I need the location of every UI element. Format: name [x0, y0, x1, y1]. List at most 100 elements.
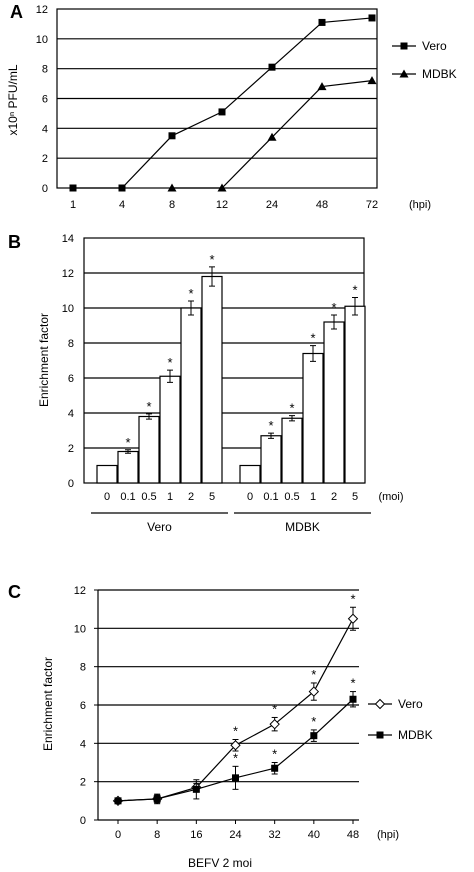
x-tick-label-b: 0: [247, 491, 253, 503]
significance-marker-b: *: [289, 401, 294, 416]
x-tick-label-b: 1: [310, 491, 316, 503]
x-tick-label-c: 40: [308, 829, 320, 841]
data-point-mdbk: [317, 82, 327, 91]
significance-marker-b: *: [125, 435, 130, 450]
bar-vero: [180, 307, 202, 484]
x-axis-label-c: BEFV 2 moi: [188, 856, 252, 870]
x-tick-label-c: 48: [347, 829, 359, 841]
y-tick-label-c: 0: [80, 815, 86, 827]
x-tick-label-b: 5: [209, 491, 215, 503]
y-tick-label-b: 12: [62, 268, 74, 280]
significance-marker-b: *: [352, 283, 357, 298]
data-point-vero: [308, 686, 320, 697]
bar-vero: [96, 464, 118, 484]
series-line-vero: [73, 17, 373, 189]
legend-label-c: Vero: [398, 697, 423, 711]
significance-marker-b: *: [331, 300, 336, 315]
y-tick-label-c: 4: [80, 738, 86, 750]
x-tick-label-c: 16: [190, 829, 202, 841]
y-tick-label-a: 4: [42, 123, 48, 135]
y-tick-label-b: 8: [68, 338, 74, 350]
y-tick-label-b: 14: [62, 233, 74, 245]
x-tick-label-b: 0.1: [263, 491, 278, 503]
data-point-vero: [118, 184, 126, 192]
data-point-mdbk: [217, 183, 227, 192]
y-tick-label-c: 12: [74, 585, 86, 597]
x-tick-label-c: 8: [154, 829, 160, 841]
x-tick-label-a: 48: [316, 199, 328, 211]
legend-label-c: MDBK: [398, 728, 433, 742]
x-tick-label-c: 24: [229, 829, 241, 841]
x-tick-label-a: 24: [266, 199, 278, 211]
significance-marker-b: *: [167, 355, 172, 370]
x-unit-label-a: (hpi): [409, 199, 431, 211]
legend-label-a: MDBK: [422, 67, 457, 81]
bar-vero: [117, 450, 139, 484]
data-point-vero: [168, 132, 176, 140]
data-point-vero: [69, 184, 77, 192]
y-tick-label-b: 10: [62, 303, 74, 315]
data-point-vero: [218, 108, 226, 116]
x-tick-label-b: 0: [104, 491, 110, 503]
y-tick-label-c: 2: [80, 777, 86, 789]
y-tick-label-a: 10: [36, 34, 48, 46]
x-tick-label-c: 0: [115, 829, 121, 841]
significance-marker-c: *: [311, 714, 316, 729]
group-label-mdbk: MDBK: [285, 520, 320, 534]
data-point-mdbk: [153, 795, 161, 803]
legend-marker-c: [376, 731, 384, 739]
bar-mdbk: [260, 435, 282, 484]
y-axis-label-a: x10ⁿ PFU/mL: [6, 64, 20, 135]
y-tick-label-c: 8: [80, 662, 86, 674]
significance-marker-b: *: [310, 331, 315, 346]
data-point-mdbk: [310, 732, 318, 740]
data-point-vero: [268, 63, 276, 71]
x-tick-label-b: 0.1: [120, 491, 135, 503]
y-tick-label-c: 6: [80, 700, 86, 712]
data-point-mdbk: [192, 785, 200, 793]
significance-marker-c: *: [350, 676, 355, 691]
data-point-vero: [230, 740, 241, 751]
y-tick-label-c: 10: [74, 623, 86, 635]
significance-marker-c: *: [233, 724, 238, 739]
data-point-vero: [318, 18, 326, 26]
x-tick-label-b: 2: [188, 491, 194, 503]
x-tick-label-a: 4: [119, 199, 125, 211]
y-tick-label-a: 0: [42, 183, 48, 195]
data-point-mdbk: [271, 764, 279, 772]
x-tick-label-b: 0.5: [141, 491, 156, 503]
group-label-vero: Vero: [147, 520, 172, 534]
significance-marker-b: *: [146, 399, 151, 414]
bar-vero: [201, 275, 223, 484]
y-axis-label-b: Enrichment factor: [37, 313, 51, 407]
legend-marker-c: [374, 698, 386, 710]
x-unit-label-c: (hpi): [377, 829, 399, 841]
x-unit-label-b: (moi): [378, 491, 403, 503]
x-tick-label-a: 72: [366, 199, 378, 211]
significance-marker-b: *: [268, 418, 273, 433]
legend-marker-a: [400, 42, 408, 50]
data-point-mdbk: [367, 76, 377, 85]
bar-mdbk: [323, 321, 345, 484]
x-tick-label-c: 32: [269, 829, 281, 841]
data-point-mdbk: [267, 132, 277, 141]
y-tick-label-b: 2: [68, 443, 74, 455]
y-tick-label-b: 4: [68, 408, 74, 420]
bar-vero: [138, 415, 160, 484]
panel-label-c: C: [8, 582, 21, 602]
y-axis-label-c: Enrichment factor: [41, 657, 55, 751]
significance-marker-c: *: [350, 591, 355, 606]
y-tick-label-b: 6: [68, 373, 74, 385]
significance-marker-c: *: [311, 667, 316, 682]
y-tick-label-b: 0: [68, 478, 74, 490]
significance-marker-c: *: [233, 750, 238, 765]
legend-label-a: Vero: [422, 39, 447, 53]
bar-mdbk: [344, 305, 366, 484]
x-tick-label-b: 1: [167, 491, 173, 503]
panel-label-a: A: [10, 2, 23, 22]
bar-mdbk: [239, 464, 261, 484]
x-tick-label-a: 12: [216, 199, 228, 211]
data-point-mdbk: [114, 797, 122, 805]
legend-marker-a: [399, 69, 409, 78]
